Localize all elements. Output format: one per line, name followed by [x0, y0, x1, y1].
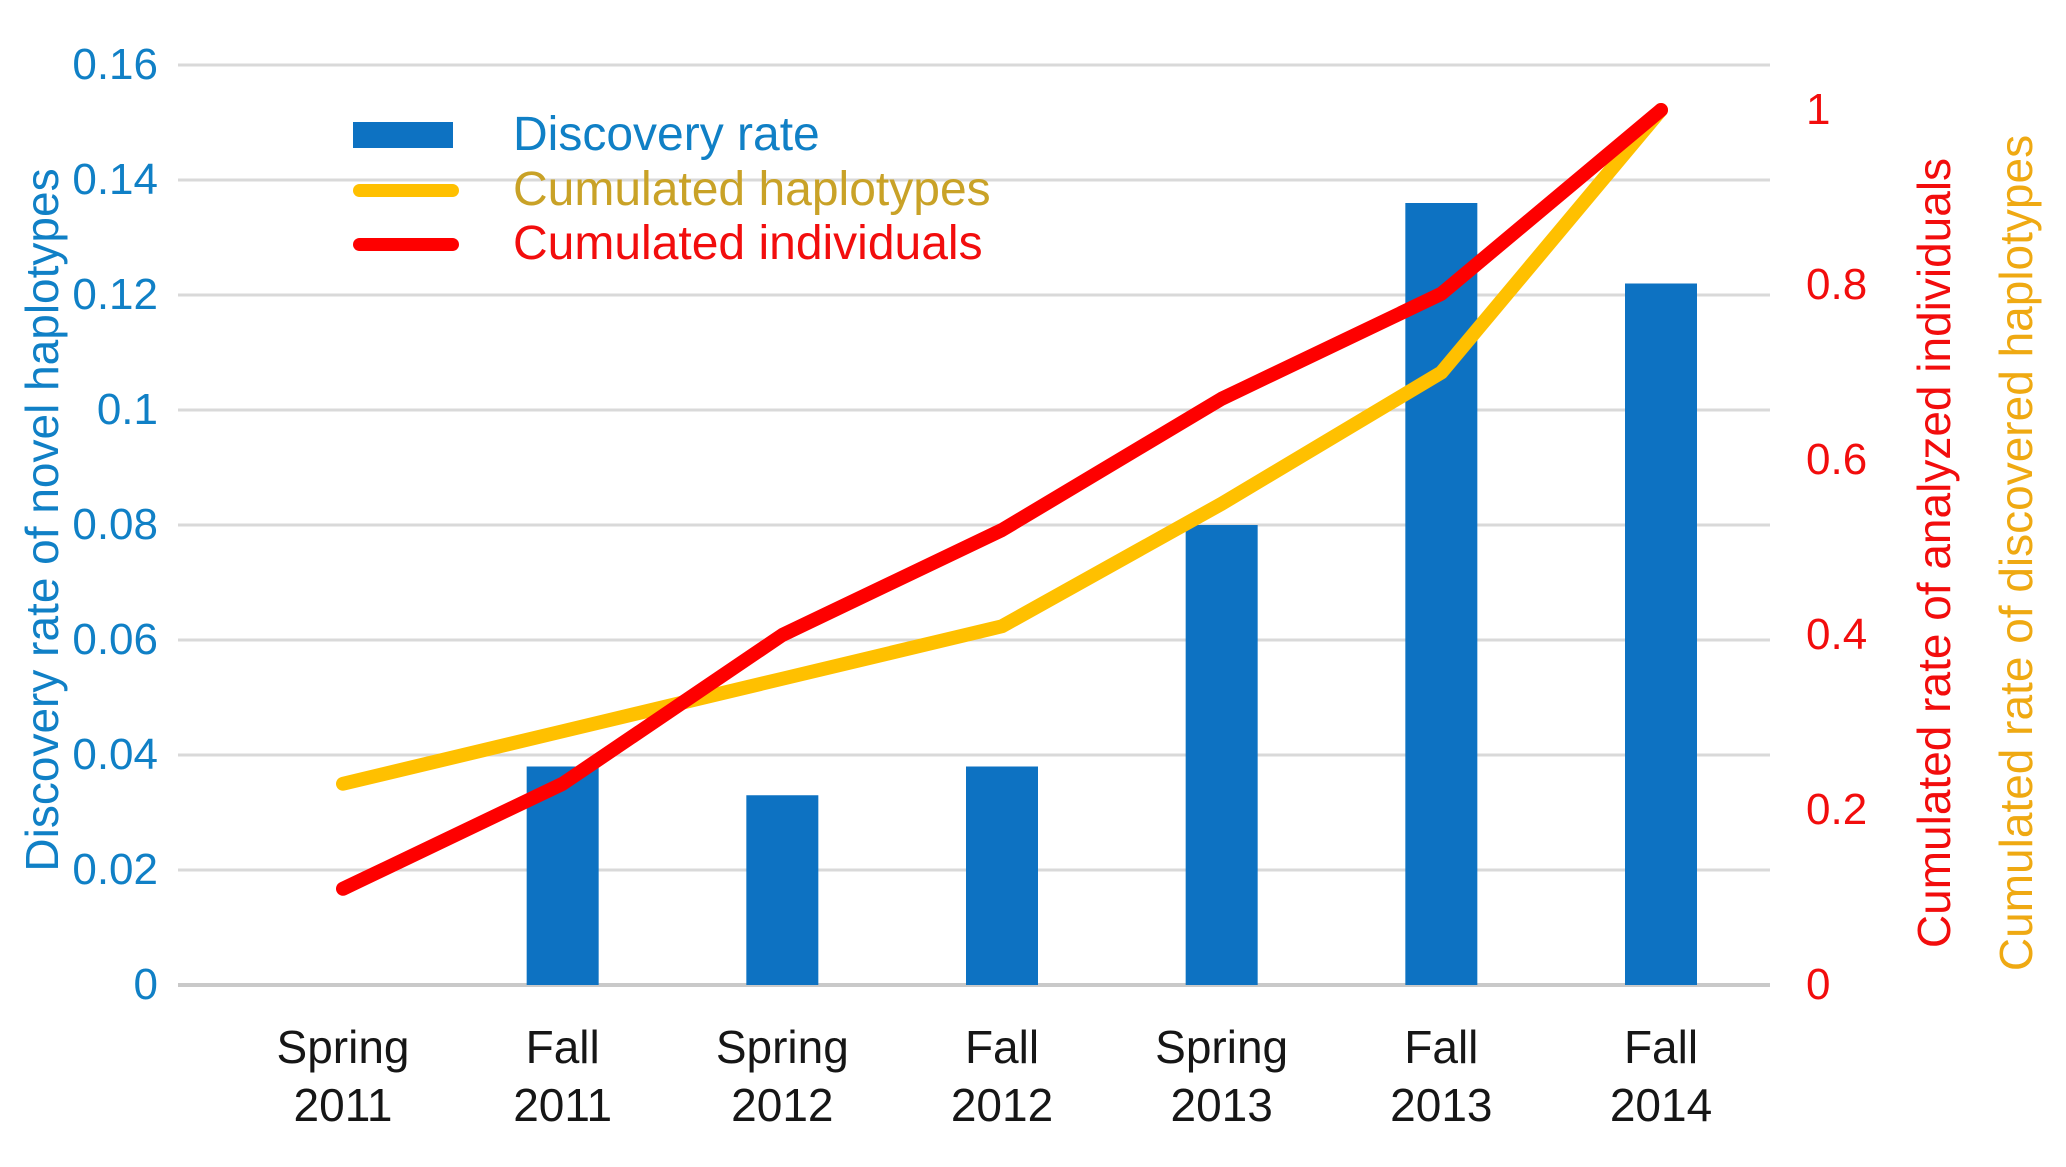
- right-axis-tick-label: 0.2: [1806, 785, 1868, 834]
- x-axis-tick-label: Fall 2014: [1541, 1018, 1781, 1134]
- legend-label: Discovery rate: [513, 108, 820, 161]
- right-axis-tick-label: 0: [1806, 960, 1831, 1009]
- left-axis-title: Discovery rate of novel haplotypes: [16, 168, 68, 872]
- bar-discovery-rate: [1185, 525, 1258, 985]
- x-axis-tick-label: Fall 2011: [443, 1018, 683, 1134]
- x-axis-tick-label: Fall 2013: [1321, 1018, 1561, 1134]
- bar-discovery-rate: [746, 795, 819, 985]
- x-label-year: 2011: [293, 1079, 393, 1131]
- x-label-season: Fall: [1404, 1021, 1479, 1073]
- legend-swatch-bar: [353, 122, 453, 148]
- x-label-season: Spring: [276, 1021, 410, 1073]
- left-axis-tick-label: 0.12: [72, 270, 158, 319]
- x-label-year: 2012: [950, 1079, 1054, 1131]
- left-axis-tick-label: 0.04: [72, 730, 158, 779]
- x-label-year: 2014: [1609, 1079, 1713, 1131]
- x-label-season: Spring: [1155, 1021, 1289, 1073]
- x-label-season: Fall: [525, 1021, 600, 1073]
- right-axis-tick-label: 0.6: [1806, 435, 1868, 484]
- legend-swatch-line: [353, 184, 459, 197]
- x-label-year: 2013: [1170, 1079, 1273, 1131]
- line-cumulated-individuals: [336, 103, 1668, 896]
- right-axis-tick-label: 0.4: [1806, 610, 1868, 659]
- left-axis-tick-label: 0.16: [72, 40, 158, 89]
- legend-label: Cumulated haplotypes: [513, 163, 991, 216]
- left-axis-tick-label: 0.02: [72, 845, 158, 894]
- bar-discovery-rate: [1625, 283, 1697, 985]
- x-label-season: Fall: [1623, 1021, 1699, 1073]
- x-label-year: 2011: [513, 1079, 613, 1131]
- left-axis-tick-label: 0.1: [96, 385, 158, 434]
- legend-swatch-line: [353, 238, 459, 251]
- left-axis-tick-label: 0: [133, 960, 158, 1009]
- x-axis-tick-label: Fall 2012: [882, 1018, 1122, 1134]
- right-axis-title-individuals: Cumulated rate of analyzed individuals: [1908, 157, 1960, 949]
- bar-discovery-rate: [1405, 203, 1478, 985]
- bar-discovery-rate: [966, 766, 1038, 985]
- legend-label: Cumulated individuals: [513, 217, 983, 270]
- x-label-year: 2012: [731, 1079, 834, 1131]
- x-label-season: Fall: [964, 1021, 1040, 1073]
- x-label-year: 2013: [1390, 1079, 1493, 1131]
- right-axis-tick-label: 1: [1806, 85, 1831, 134]
- left-axis-tick-label: 0.14: [72, 155, 158, 204]
- x-axis-tick-label: Spring 2012: [662, 1018, 902, 1134]
- left-axis-tick-label: 0.08: [72, 500, 158, 549]
- x-axis-tick-label: Spring 2011: [223, 1018, 463, 1134]
- left-axis-tick-label: 0.06: [72, 615, 158, 664]
- x-axis-tick-label: Spring 2013: [1102, 1018, 1342, 1134]
- right-axis-title-haplotypes: Cumulated rate of discovered haplotypes: [1990, 134, 2042, 972]
- x-label-season: Spring: [715, 1021, 849, 1073]
- line-cumulated-haplotypes: [336, 103, 1668, 791]
- right-axis-tick-label: 0.8: [1806, 260, 1868, 309]
